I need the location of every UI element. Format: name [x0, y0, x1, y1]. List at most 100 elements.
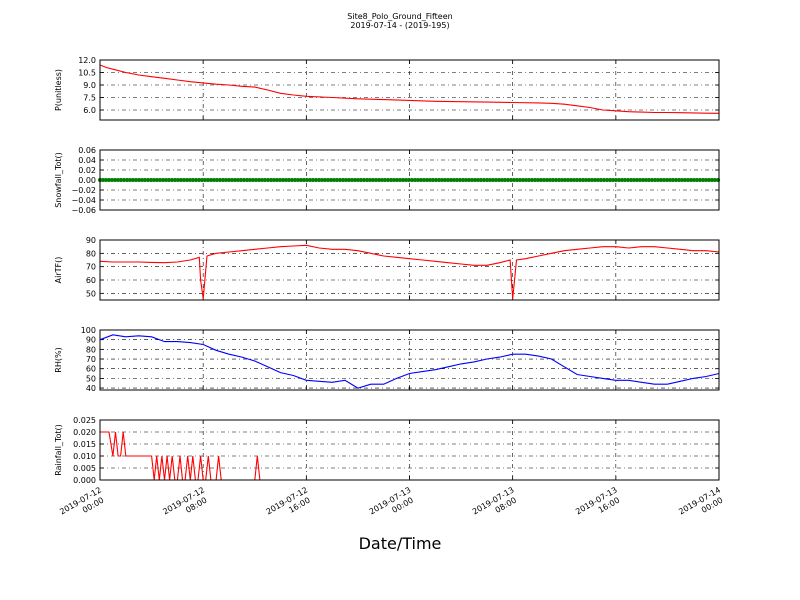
- data-point: [440, 178, 444, 182]
- data-point: [125, 178, 129, 182]
- data-point: [563, 178, 567, 182]
- data-point: [509, 178, 513, 182]
- data-point: [365, 178, 369, 182]
- y-axis-label: P(unitless): [54, 69, 63, 111]
- data-point: [416, 178, 420, 182]
- data-point: [500, 178, 504, 182]
- data-point: [236, 178, 240, 182]
- data-point: [311, 178, 315, 182]
- y-tick-label: 60: [86, 365, 96, 374]
- data-point: [692, 178, 696, 182]
- data-point: [245, 178, 249, 182]
- data-point: [149, 178, 153, 182]
- data-point: [539, 178, 543, 182]
- data-point: [305, 178, 309, 182]
- data-point: [458, 178, 462, 182]
- data-point: [395, 178, 399, 182]
- data-point: [137, 178, 141, 182]
- data-point: [569, 178, 573, 182]
- data-point: [524, 178, 528, 182]
- data-point: [422, 178, 426, 182]
- data-point: [626, 178, 630, 182]
- data-point: [272, 178, 276, 182]
- data-point: [497, 178, 501, 182]
- data-point: [335, 178, 339, 182]
- data-point: [653, 178, 657, 182]
- data-point: [701, 178, 705, 182]
- series-line: [99, 64, 720, 114]
- data-point: [425, 178, 429, 182]
- data-point: [383, 178, 387, 182]
- data-point: [617, 178, 621, 182]
- y-tick-label: 70: [86, 263, 96, 272]
- data-point: [641, 178, 645, 182]
- data-point: [485, 178, 489, 182]
- data-point: [587, 178, 591, 182]
- data-point: [434, 178, 438, 182]
- data-point: [710, 178, 714, 182]
- data-point: [584, 178, 588, 182]
- y-tick-label: 6.0: [83, 106, 96, 115]
- data-point: [503, 178, 507, 182]
- data-point: [167, 178, 171, 182]
- data-point: [608, 178, 612, 182]
- data-point: [506, 178, 510, 182]
- y-tick-label: 0.005: [73, 464, 96, 473]
- data-point: [134, 178, 138, 182]
- y-tick-label: 90: [86, 236, 96, 245]
- data-point: [449, 178, 453, 182]
- data-point: [356, 178, 360, 182]
- data-point: [191, 178, 195, 182]
- data-point: [374, 178, 378, 182]
- data-point: [674, 178, 678, 182]
- data-point: [161, 178, 165, 182]
- data-point: [581, 178, 585, 182]
- data-point: [152, 178, 156, 182]
- data-point: [665, 178, 669, 182]
- y-tick-label: −0.02: [71, 186, 96, 195]
- data-point: [536, 178, 540, 182]
- data-point: [401, 178, 405, 182]
- data-point: [707, 178, 711, 182]
- data-point: [590, 178, 594, 182]
- y-tick-label: 0.000: [73, 476, 96, 485]
- data-point: [257, 178, 261, 182]
- data-point: [326, 178, 330, 182]
- data-point: [620, 178, 624, 182]
- data-point: [650, 178, 654, 182]
- data-point: [368, 178, 372, 182]
- data-point: [323, 178, 327, 182]
- data-point: [515, 178, 519, 182]
- y-tick-label: −0.04: [71, 196, 96, 205]
- data-point: [566, 178, 570, 182]
- data-point: [278, 178, 282, 182]
- data-point: [170, 178, 174, 182]
- data-point: [251, 178, 255, 182]
- data-point: [173, 178, 177, 182]
- data-point: [179, 178, 183, 182]
- data-point: [275, 178, 279, 182]
- y-tick-label: 9.0: [83, 81, 96, 90]
- data-point: [101, 178, 105, 182]
- axes-frame: [99, 149, 720, 211]
- data-point: [443, 178, 447, 182]
- data-point: [527, 178, 531, 182]
- data-point: [647, 178, 651, 182]
- y-tick-label: 10.5: [78, 69, 96, 78]
- data-point: [407, 178, 411, 182]
- data-point: [371, 178, 375, 182]
- y-tick-label: 0.020: [73, 428, 96, 437]
- data-point: [578, 178, 582, 182]
- data-point: [203, 178, 207, 182]
- data-point: [215, 178, 219, 182]
- data-point: [452, 178, 456, 182]
- data-point: [683, 178, 687, 182]
- data-point: [713, 178, 717, 182]
- data-point: [299, 178, 303, 182]
- data-point: [596, 178, 600, 182]
